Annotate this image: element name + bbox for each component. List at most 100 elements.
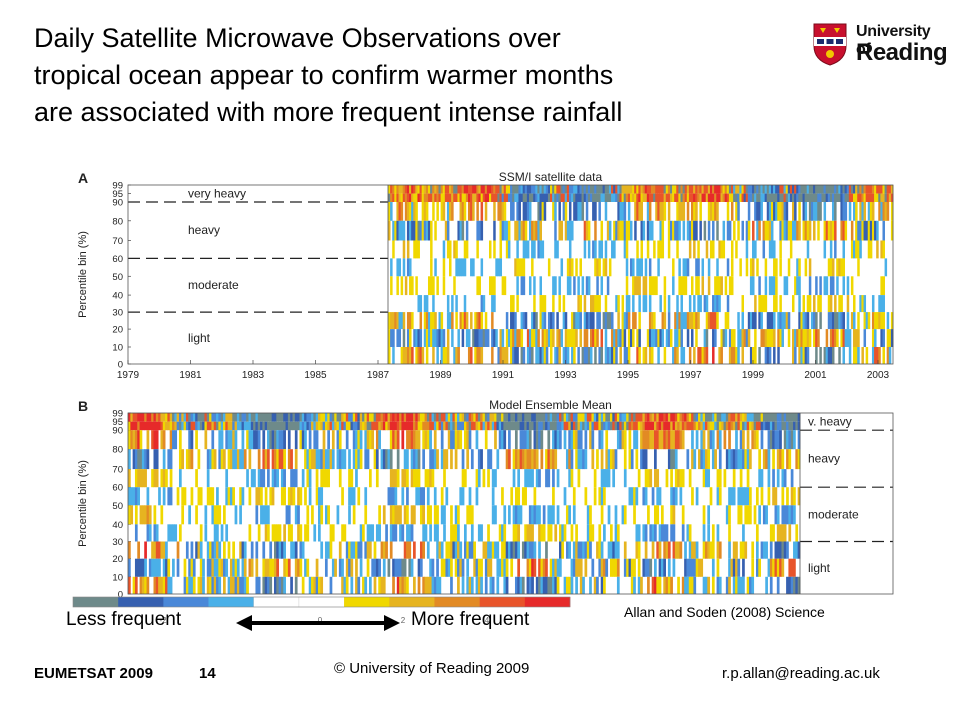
heatmap-cell [547, 312, 551, 330]
heatmap-cell [304, 421, 307, 431]
heatmap-cell [589, 524, 592, 542]
heatmap-cell [496, 576, 500, 594]
heatmap-cell [707, 276, 711, 296]
heatmap-cell [831, 276, 835, 296]
heatmap-cell [676, 220, 679, 241]
heatmap-cell [644, 524, 648, 542]
heatmap-cell [651, 220, 654, 241]
heatmap-cell [329, 541, 333, 559]
heatmap-cell [636, 193, 639, 202]
heatmap-cell [167, 421, 171, 431]
heatmap-cell [819, 202, 822, 221]
heatmap-cell [517, 413, 521, 422]
heatmap-cell [623, 413, 627, 422]
heatmap-cell [533, 449, 537, 470]
heatmap-cell [863, 312, 867, 330]
heatmap-cell [503, 185, 507, 194]
heatmap-cell [519, 421, 523, 431]
heatmap-cell [642, 193, 646, 202]
heatmap-cell [672, 449, 676, 470]
heatmap-cell [769, 541, 773, 559]
heatmap-cell [505, 220, 509, 241]
heatmap-cell [528, 329, 532, 347]
heatmap-cell [239, 413, 242, 422]
heatmap-cell [327, 469, 330, 488]
heatmap-cell [510, 329, 513, 347]
heatmap-cell [545, 329, 549, 347]
heatmap-cell [556, 312, 559, 330]
heatmap-cell [770, 276, 774, 296]
heatmap-cell [606, 347, 610, 364]
heatmap-cell [432, 185, 435, 194]
heatmap-cell [273, 413, 277, 422]
heatmap-cell [647, 505, 650, 525]
heatmap-cell [431, 449, 435, 470]
heatmap-cell [739, 469, 743, 488]
heatmap-cell [718, 487, 722, 506]
heatmap-cell [813, 202, 816, 221]
heatmap-cell [531, 258, 534, 277]
heatmap-cell [606, 220, 610, 241]
heatmap-cell [364, 430, 368, 450]
heatmap-cell [517, 449, 521, 470]
heatmap-cell [484, 185, 488, 194]
heatmap-cell [461, 449, 465, 470]
heatmap-cell [846, 185, 850, 194]
heatmap-cell [155, 524, 159, 542]
heatmap-cell [552, 421, 555, 431]
heatmap-cell [865, 193, 869, 202]
heatmap-cell [524, 469, 527, 488]
heatmap-cell [425, 202, 429, 221]
heatmap-cell [218, 576, 222, 594]
heatmap-cell [262, 558, 266, 577]
heatmap-cell [693, 240, 696, 259]
heatmap-cell [802, 312, 806, 330]
heatmap-cell [760, 430, 764, 450]
heatmap-cell [139, 421, 143, 431]
heatmap-cell [608, 258, 612, 277]
heatmap-cell [563, 413, 567, 422]
heatmap-cell [651, 524, 655, 542]
heatmap-cell [345, 421, 349, 431]
heatmap-cell [457, 558, 460, 577]
heatmap-cell [621, 505, 625, 525]
heatmap-cell [510, 487, 514, 506]
heatmap-cell [623, 469, 627, 488]
heatmap-cell [633, 576, 636, 594]
heatmap-cell [693, 421, 697, 431]
heatmap-cell [440, 541, 444, 559]
heatmap-cell [637, 558, 641, 577]
heatmap-cell [454, 449, 458, 470]
heatmap-cell [436, 505, 439, 525]
heatmap-cell [445, 558, 449, 577]
heatmap-cell [739, 505, 743, 525]
heatmap-cell [853, 347, 856, 364]
heatmap-cell [612, 469, 616, 488]
heatmap-cell [742, 430, 745, 450]
heatmap-cell [253, 469, 256, 488]
heatmap-cell [890, 312, 894, 330]
heatmap-cell [128, 449, 131, 470]
heatmap-cell [468, 430, 472, 450]
heatmap-cell [491, 347, 494, 364]
heatmap-cell [375, 430, 379, 450]
heatmap-cell [672, 347, 675, 364]
heatmap-cell [387, 449, 391, 470]
heatmap-cell [464, 413, 467, 422]
heatmap-cell [563, 421, 567, 431]
heatmap-cell [429, 430, 432, 450]
heatmap-cell [657, 329, 660, 347]
heatmap-cell [842, 312, 845, 330]
heatmap-cell [702, 469, 706, 488]
heatmap-cell [144, 469, 147, 488]
heatmap-cell [781, 469, 785, 488]
heatmap-cell [714, 185, 717, 194]
heatmap-cell [417, 487, 421, 506]
heatmap-cell [556, 413, 560, 422]
heatmap-cell [345, 413, 349, 422]
heatmap-cell [464, 469, 467, 488]
heatmap-cell [495, 185, 498, 194]
heatmap-cell [218, 505, 222, 525]
heatmap-cell [658, 430, 662, 450]
